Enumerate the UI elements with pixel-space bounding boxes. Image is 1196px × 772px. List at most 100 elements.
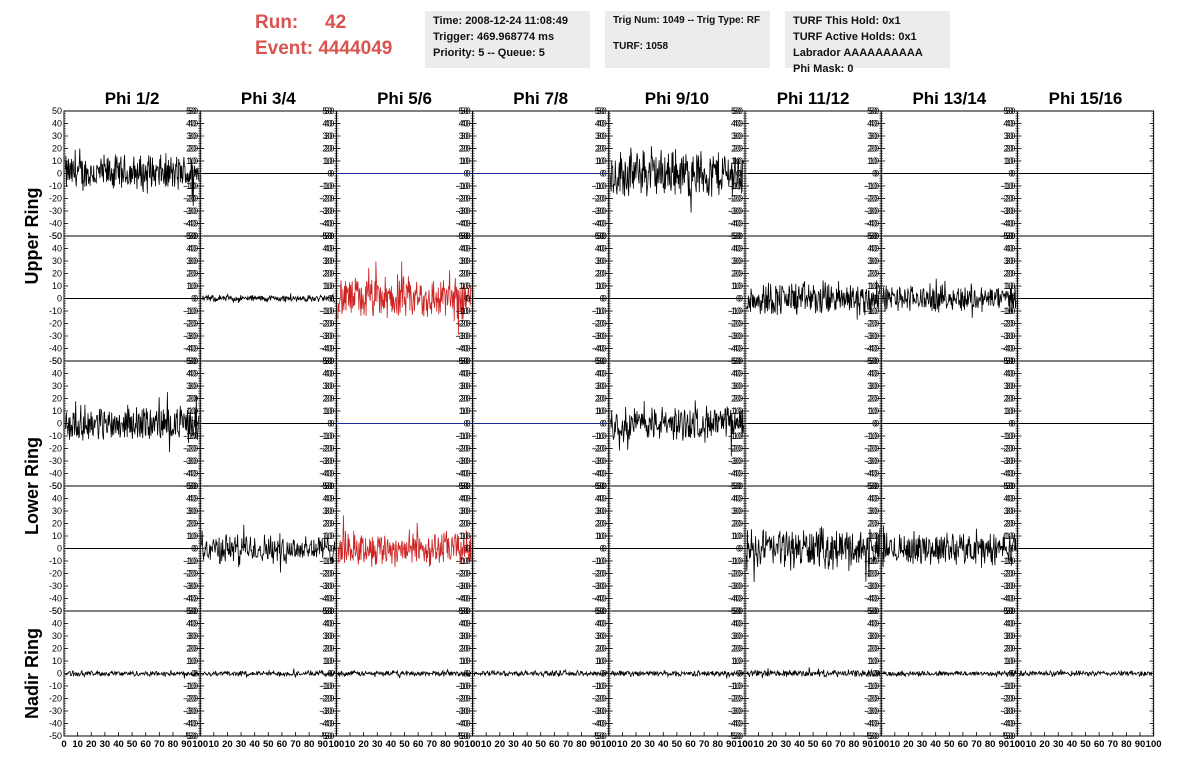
y-tick-label: 30 bbox=[1005, 381, 1015, 391]
y-tick-label: -40 bbox=[183, 719, 196, 729]
y-tick-label: -20 bbox=[592, 319, 605, 329]
y-tick-label: 0 bbox=[1010, 419, 1015, 429]
y-tick-label: 50 bbox=[461, 356, 471, 366]
column-header: Phi 7/8 bbox=[513, 89, 568, 108]
y-tick-label: -10 bbox=[728, 431, 741, 441]
y-tick-label: -30 bbox=[319, 581, 332, 591]
y-tick-label: -20 bbox=[594, 444, 607, 454]
y-tick-label: 50 bbox=[731, 106, 741, 116]
y-tick-label: -30 bbox=[49, 581, 62, 591]
y-tick-label: 40 bbox=[867, 369, 877, 379]
y-tick-label: 50 bbox=[324, 106, 334, 116]
y-tick-label: 0 bbox=[329, 294, 334, 304]
y-tick-label: 0 bbox=[329, 544, 334, 554]
y-tick-label: 40 bbox=[595, 369, 605, 379]
y-tick-label: -40 bbox=[319, 469, 332, 479]
y-tick-label: -50 bbox=[49, 356, 62, 366]
y-tick-label: -30 bbox=[594, 581, 607, 591]
turf-hold-text: TURF This Hold: 0x1 bbox=[793, 13, 942, 29]
y-tick-label: -30 bbox=[594, 331, 607, 341]
y-tick-label: -20 bbox=[185, 694, 198, 704]
y-tick-label: -40 bbox=[866, 469, 879, 479]
y-tick-label: 20 bbox=[459, 269, 469, 279]
y-tick-label: -30 bbox=[594, 206, 607, 216]
y-tick-label: -20 bbox=[319, 194, 332, 204]
y-tick-label: 0 bbox=[57, 294, 62, 304]
y-tick-label: -30 bbox=[456, 331, 469, 341]
y-tick-label: 30 bbox=[461, 506, 471, 516]
y-tick-label: -30 bbox=[728, 206, 741, 216]
y-tick-label: 40 bbox=[869, 369, 879, 379]
y-tick-label: -40 bbox=[866, 344, 879, 354]
y-tick-label: -40 bbox=[321, 594, 334, 604]
y-tick-label: -40 bbox=[728, 469, 741, 479]
y-tick-label: 50 bbox=[324, 356, 334, 366]
y-tick-label: -30 bbox=[866, 331, 879, 341]
y-tick-label: 30 bbox=[733, 131, 743, 141]
y-tick-label: 20 bbox=[324, 394, 334, 404]
y-tick-label: -10 bbox=[592, 306, 605, 316]
y-tick-label: 0 bbox=[874, 169, 879, 179]
y-tick-label: 40 bbox=[461, 369, 471, 379]
column-header: Phi 15/16 bbox=[1049, 89, 1123, 108]
turf-info-box: TURF This Hold: 0x1 TURF Active Holds: 0… bbox=[785, 11, 950, 75]
y-tick-label: -10 bbox=[728, 306, 741, 316]
y-tick-label: 40 bbox=[595, 494, 605, 504]
y-tick-label: 50 bbox=[1005, 356, 1015, 366]
y-tick-label: 30 bbox=[52, 256, 62, 266]
y-tick-label: -40 bbox=[183, 469, 196, 479]
y-tick-label: -30 bbox=[866, 581, 879, 591]
y-tick-label: -40 bbox=[1002, 469, 1015, 479]
y-tick-label: 30 bbox=[1005, 131, 1015, 141]
y-tick-label: 10 bbox=[459, 531, 469, 541]
y-tick-label: -50 bbox=[49, 606, 62, 616]
y-tick-label: -30 bbox=[458, 456, 471, 466]
y-tick-label: -10 bbox=[185, 306, 198, 316]
column-header: Phi 5/6 bbox=[377, 89, 432, 108]
y-tick-label: -20 bbox=[456, 319, 469, 329]
y-tick-label: -20 bbox=[730, 319, 743, 329]
y-tick-label: 40 bbox=[322, 619, 332, 629]
y-tick-label: 40 bbox=[1005, 119, 1015, 129]
y-tick-label: 30 bbox=[322, 506, 332, 516]
y-tick-label: 20 bbox=[188, 144, 198, 154]
y-tick-label: -50 bbox=[49, 731, 62, 741]
y-tick-label: -40 bbox=[594, 594, 607, 604]
y-tick-label: 20 bbox=[733, 144, 743, 154]
y-tick-label: 30 bbox=[188, 631, 198, 641]
y-tick-label: 20 bbox=[188, 519, 198, 529]
y-tick-label: -40 bbox=[456, 344, 469, 354]
y-tick-label: 10 bbox=[595, 281, 605, 291]
y-tick-label: 10 bbox=[597, 531, 607, 541]
y-tick-label: -20 bbox=[321, 569, 334, 579]
y-tick-label: 0 bbox=[738, 169, 743, 179]
y-tick-label: 40 bbox=[324, 369, 334, 379]
y-tick-label: 30 bbox=[733, 256, 743, 266]
y-tick-label: 40 bbox=[733, 494, 743, 504]
y-tick-label: 20 bbox=[597, 519, 607, 529]
y-tick-label: 20 bbox=[322, 394, 332, 404]
y-tick-label: 30 bbox=[595, 506, 605, 516]
y-tick-label: 10 bbox=[733, 281, 743, 291]
y-tick-label: 50 bbox=[597, 481, 607, 491]
y-tick-label: 40 bbox=[733, 244, 743, 254]
y-tick-label: -20 bbox=[185, 194, 198, 204]
y-tick-label: 10 bbox=[461, 281, 471, 291]
y-tick-label: 10 bbox=[1003, 406, 1013, 416]
y-tick-label: 40 bbox=[595, 244, 605, 254]
trig-info-box: Trig Num: 1049 -- Trig Type: RF TURF: 10… bbox=[605, 11, 770, 68]
y-tick-label: 10 bbox=[188, 406, 198, 416]
column-header: Phi 11/12 bbox=[777, 89, 850, 108]
y-tick-label: 0 bbox=[466, 169, 471, 179]
y-tick-label: 40 bbox=[597, 369, 607, 379]
y-tick-label: 20 bbox=[188, 644, 198, 654]
y-tick-label: 50 bbox=[52, 481, 62, 491]
y-tick-label: 10 bbox=[867, 281, 877, 291]
y-tick-label: 30 bbox=[595, 131, 605, 141]
y-tick-label: 50 bbox=[597, 356, 607, 366]
y-tick-label: -40 bbox=[1000, 344, 1013, 354]
y-tick-label: -10 bbox=[866, 181, 879, 191]
y-tick-label: 20 bbox=[869, 144, 879, 154]
y-tick-label: -10 bbox=[458, 431, 471, 441]
